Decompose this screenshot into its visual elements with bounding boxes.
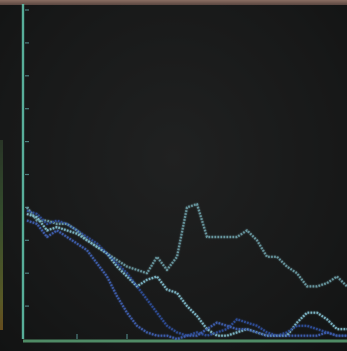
- series-line-1: [26, 203, 347, 288]
- series-line-4: [26, 219, 347, 341]
- bezel-edge: [0, 140, 3, 330]
- series-line-3: [26, 209, 347, 337]
- monitor-bezel: [0, 0, 347, 5]
